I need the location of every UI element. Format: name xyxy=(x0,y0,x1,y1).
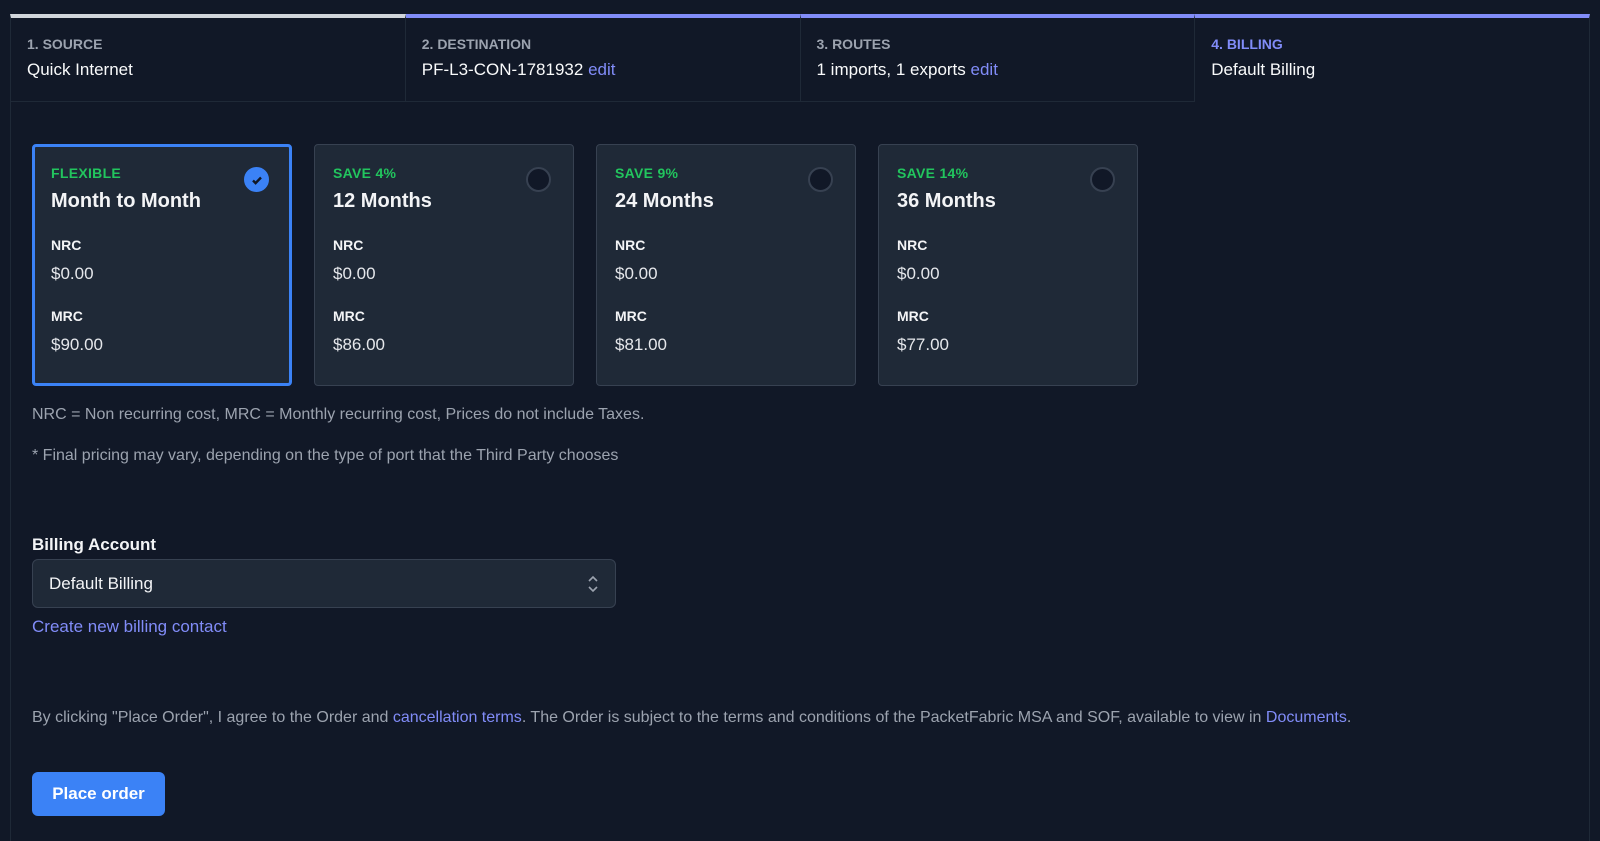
plan-term: Month to Month xyxy=(51,190,201,212)
mrc-value: $81.00 xyxy=(615,335,667,354)
step-label: 1. Source xyxy=(27,36,103,52)
radio-checked-icon[interactable] xyxy=(244,167,269,192)
radio-unchecked-icon[interactable] xyxy=(808,167,833,192)
plan-card-36-months[interactable]: SAVE 14% 36 Months NRC $0.00 MRC $77.00 xyxy=(878,144,1138,386)
terms-pre: By clicking "Place Order", I agree to th… xyxy=(32,709,393,726)
plan-term: 36 Months xyxy=(897,190,996,212)
terms-post: . xyxy=(1346,709,1352,726)
nrc-value: $0.00 xyxy=(615,264,658,283)
nrc-label: NRC xyxy=(51,237,82,253)
mrc-label: MRC xyxy=(897,308,929,324)
step-value: PF-L3-CON-1781932 xyxy=(421,60,584,79)
wizard-steps: 1. Source Quick Internet 2. Destination … xyxy=(10,14,1590,102)
mrc-value: $90.00 xyxy=(51,335,103,354)
documents-link[interactable]: Documents xyxy=(1265,709,1347,726)
step-label: 4. Billing xyxy=(1211,36,1283,52)
radio-unchecked-icon[interactable] xyxy=(526,167,551,192)
create-billing-contact-link[interactable]: Create new billing contact xyxy=(32,617,227,636)
terms-mid: . The Order is subject to the terms and … xyxy=(521,709,1266,726)
plan-term: 24 Months xyxy=(615,190,714,212)
plan-tag: SAVE 9% xyxy=(615,165,679,181)
chevron-up-down-icon xyxy=(588,575,598,592)
panel xyxy=(10,101,1590,841)
cancellation-terms-link[interactable]: cancellation terms xyxy=(392,709,522,726)
plan-card-12-months[interactable]: SAVE 4% 12 Months NRC $0.00 MRC $86.00 xyxy=(314,144,574,386)
plan-term: 12 Months xyxy=(333,190,432,212)
plan-tag: SAVE 14% xyxy=(897,165,969,181)
billing-account-label: Billing Account xyxy=(32,535,157,554)
pricing-legend: NRC = Non recurring cost, MRC = Monthly … xyxy=(32,406,645,423)
step-label: 2. Destination xyxy=(421,36,532,52)
step-billing: 4. Billing Default Billing xyxy=(1195,14,1590,102)
mrc-value: $86.00 xyxy=(333,335,385,354)
billing-account-value: Default Billing xyxy=(49,573,153,593)
step-value: Default Billing xyxy=(1211,60,1316,79)
mrc-label: MRC xyxy=(615,308,647,324)
step-routes: 3. Routes 1 imports, 1 exports edit xyxy=(800,14,1196,102)
nrc-label: NRC xyxy=(333,237,364,253)
terms-text: By clicking "Place Order", I agree to th… xyxy=(32,705,1552,731)
mrc-value: $77.00 xyxy=(897,335,949,354)
place-order-button[interactable]: Place order xyxy=(32,772,165,816)
nrc-label: NRC xyxy=(897,237,928,253)
mrc-label: MRC xyxy=(51,308,83,324)
radio-unchecked-icon[interactable] xyxy=(1090,167,1115,192)
nrc-value: $0.00 xyxy=(333,264,376,283)
step-value: 1 imports, 1 exports xyxy=(816,60,966,79)
nrc-value: $0.00 xyxy=(897,264,940,283)
plan-card-month-to-month[interactable]: FLEXIBLE Month to Month NRC $0.00 MRC $9… xyxy=(32,144,292,386)
plan-options: FLEXIBLE Month to Month NRC $0.00 MRC $9… xyxy=(32,144,1138,386)
pricing-disclaimer: * Final pricing may vary, depending on t… xyxy=(32,447,619,464)
step-destination: 2. Destination PF-L3-CON-1781932 edit xyxy=(405,14,801,102)
plan-tag: SAVE 4% xyxy=(333,165,397,181)
mrc-label: MRC xyxy=(333,308,365,324)
billing-account-select[interactable]: Default Billing xyxy=(32,559,616,608)
nrc-value: $0.00 xyxy=(51,264,94,283)
edit-destination-link[interactable]: edit xyxy=(588,60,616,79)
step-label: 3. Routes xyxy=(816,36,891,52)
step-source: 1. Source Quick Internet xyxy=(10,14,406,102)
plan-card-24-months[interactable]: SAVE 9% 24 Months NRC $0.00 MRC $81.00 xyxy=(596,144,856,386)
nrc-label: NRC xyxy=(615,237,646,253)
edit-routes-link[interactable]: edit xyxy=(970,60,998,79)
step-value: Quick Internet xyxy=(27,60,133,79)
plan-tag: FLEXIBLE xyxy=(51,165,122,181)
